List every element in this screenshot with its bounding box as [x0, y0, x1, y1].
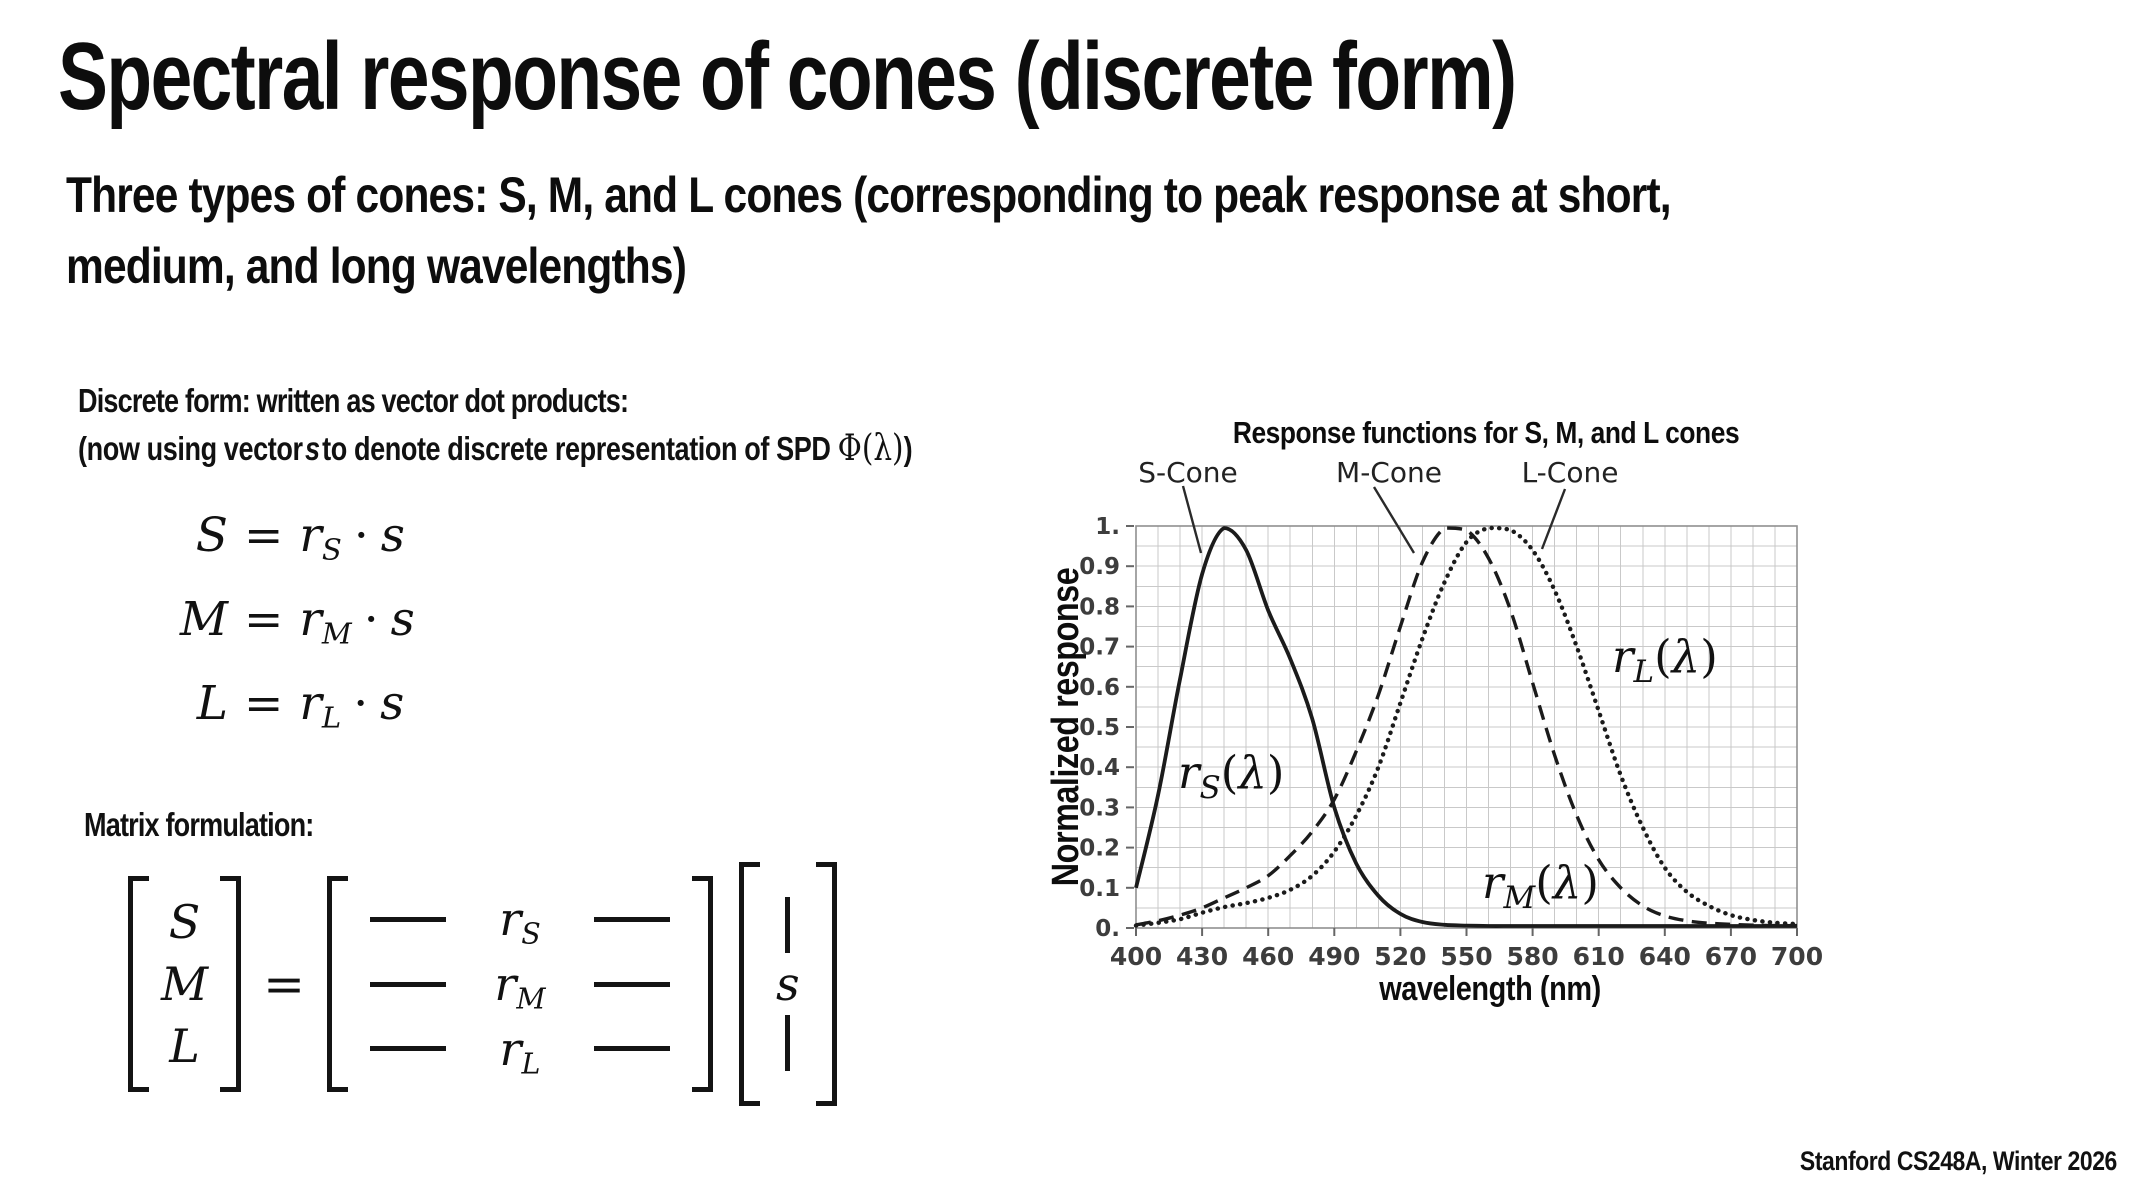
spd-note: (now using vectorsto denote discrete rep…: [78, 428, 913, 469]
svg-text:700: 700: [1771, 942, 1823, 971]
response-matrix: rS rM rL: [327, 876, 714, 1092]
left-bracket: [739, 862, 761, 1106]
svg-text:0.8: 0.8: [1079, 594, 1120, 620]
matrix-row-rM: rM: [370, 955, 671, 1014]
svg-text:1.: 1.: [1095, 514, 1120, 540]
y-tick-labels: 0. 0.1 0.2 0.3 0.4 0.5 0.6 0.7 0.8 0.9 1.: [1079, 514, 1134, 942]
series-curve-L-Cone: [1133, 525, 1800, 928]
svg-text:460: 460: [1242, 942, 1294, 971]
plot-dynamic-layer: 400 430 460 490 520 550 580 610 640 670 7000.0.10.…: [1079, 485, 1823, 971]
column-vector-bar: [785, 1015, 791, 1071]
row-vector-dash: [370, 1046, 447, 1052]
svg-text:0.5: 0.5: [1079, 715, 1120, 741]
equation-M: M = rM · s: [179, 592, 415, 651]
legend-label-l-cone: L-Cone: [1522, 456, 1619, 489]
svg-text:610: 610: [1573, 942, 1625, 971]
svg-text:0.6: 0.6: [1079, 675, 1120, 701]
svg-text:580: 580: [1507, 942, 1559, 971]
matrix-formulation-heading: Matrix formulation:: [84, 806, 314, 843]
lhs-column-vector: S M L: [128, 876, 242, 1092]
curve-label-rM: rM(λ): [1482, 856, 1599, 916]
row-vector-dash: [594, 1046, 671, 1052]
curve-label-rL: rL(λ): [1612, 630, 1718, 690]
subtitle-line-2: medium, and long wavelengths): [66, 238, 687, 294]
svg-text:0.9: 0.9: [1079, 554, 1120, 580]
note-suffix: ): [903, 430, 913, 467]
dot-product-equations: S = rS · s M = rM · s L = rL · s: [150, 508, 415, 735]
column-vector-bar: [785, 897, 791, 953]
grid-lines: [1135, 525, 1798, 929]
equation-S: S = rS · s: [195, 508, 405, 567]
footer-course-credit: Stanford CS248A, Winter 2026: [1800, 1146, 2117, 1176]
cone-label-leader-line: [1540, 488, 1567, 550]
note-vector-s: s: [305, 430, 320, 467]
subtitle: Three types of cones: S, M, and L cones …: [66, 160, 1672, 302]
page-title: Spectral response of cones (discrete for…: [58, 23, 1517, 130]
phi-symbol: Φ(: [837, 428, 874, 469]
discrete-form-heading: Discrete form: written as vector dot pro…: [78, 382, 629, 419]
lambda-symbol: λ: [873, 428, 893, 469]
legend-label-s-cone: S-Cone: [1138, 456, 1238, 489]
svg-text:430: 430: [1176, 942, 1228, 971]
svg-text:0.4: 0.4: [1079, 755, 1120, 781]
svg-text:550: 550: [1440, 942, 1492, 971]
matrix-equals: =: [263, 955, 306, 1013]
row-vector-dash: [370, 981, 447, 987]
right-bracket: [220, 876, 242, 1092]
cone-label-leader-line: [1181, 485, 1203, 554]
cone-label-leader-line: [1372, 486, 1416, 554]
svg-text:490: 490: [1308, 942, 1360, 971]
svg-text:400: 400: [1110, 942, 1162, 971]
row-vector-dash: [594, 916, 671, 922]
legend-label-m-cone: M-Cone: [1336, 456, 1442, 489]
equation-L: L = rL · s: [196, 676, 405, 735]
right-bracket: [692, 876, 714, 1092]
series-curve-S-Cone: [1134, 526, 1797, 928]
phi-close-paren: ): [892, 428, 904, 469]
y-axis-label: Normalized response: [1045, 568, 1087, 886]
row-vector-dash: [594, 981, 671, 987]
svg-text:0.2: 0.2: [1079, 836, 1120, 862]
svg-text:520: 520: [1374, 942, 1426, 971]
spd-column-vector: s: [739, 862, 837, 1106]
svg-text:0.3: 0.3: [1079, 795, 1120, 821]
svg-text:670: 670: [1705, 942, 1757, 971]
x-axis-label: wavelength (nm): [1378, 969, 1601, 1008]
svg-text:0.: 0.: [1095, 916, 1120, 942]
left-bracket: [128, 876, 149, 1092]
svg-text:640: 640: [1639, 942, 1691, 971]
left-bracket: [327, 876, 349, 1092]
curve-label-rS: rS(λ): [1178, 746, 1284, 806]
note-prefix: (now using vector: [78, 430, 303, 467]
chart-title: Response functions for S, M, and L cones: [1233, 416, 1739, 450]
matrix-row-rS: rS: [370, 890, 671, 949]
response-chart-svg: 400 430 460 490 520 550 580 610 640 670 7000.0.10.…: [1045, 416, 1823, 1008]
subtitle-line-1: Three types of cones: S, M, and L cones …: [66, 167, 1672, 223]
x-tick-labels: 400 430 460 490 520 550 580 610 640 670 700: [1110, 928, 1823, 971]
matrix-row-rL: rL: [370, 1019, 671, 1078]
row-vector-dash: [370, 916, 447, 922]
matrix-equation: S M L = rS rM: [128, 862, 837, 1106]
svg-text:0.1: 0.1: [1079, 876, 1120, 902]
right-bracket: [815, 862, 837, 1106]
svg-text:0.7: 0.7: [1079, 635, 1120, 661]
note-middle: to denote discrete representation of SPD: [322, 430, 831, 467]
